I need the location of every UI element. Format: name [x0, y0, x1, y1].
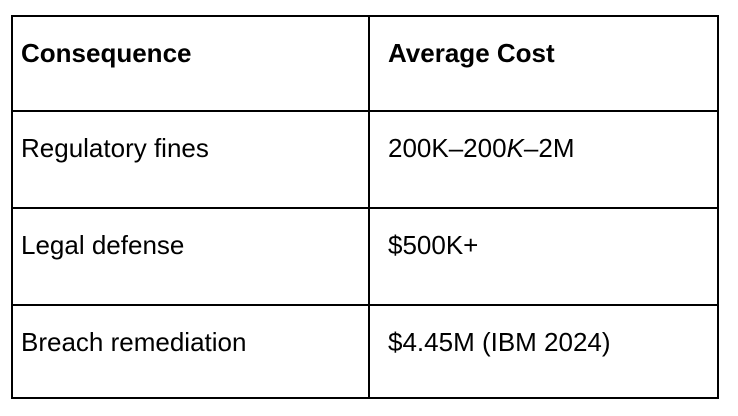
row-cost-cell: $500K+: [368, 207, 719, 306]
row-cost-cell: $4.45M (IBM 2024): [368, 304, 719, 399]
table-row: Breach remediation $4.45M (IBM 2024): [11, 304, 719, 399]
cost-text-italic: K: [506, 133, 524, 163]
row-consequence-cell: Legal defense: [11, 207, 370, 306]
cost-text-pre: $500K+: [388, 230, 479, 260]
consequence-cost-table: Consequence Average Cost Regulatory fine…: [11, 15, 719, 399]
table-row: Legal defense $500K+: [11, 207, 719, 306]
cost-text-pre: $4.45M (IBM 2024): [388, 327, 611, 357]
header-average-cost: Average Cost: [368, 15, 719, 112]
table-header-row: Consequence Average Cost: [11, 15, 719, 112]
row-consequence-cell: Regulatory fines: [11, 110, 370, 209]
consequence-cost-table-container: Consequence Average Cost Regulatory fine…: [11, 15, 719, 399]
header-consequence: Consequence: [11, 15, 370, 112]
cost-text-post: –2M: [523, 133, 575, 163]
cost-text-pre: 200K–200: [388, 133, 507, 163]
row-cost-cell: 200K–200K–2M: [368, 110, 719, 209]
row-consequence-cell: Breach remediation: [11, 304, 370, 399]
table-row: Regulatory fines 200K–200K–2M: [11, 110, 719, 209]
